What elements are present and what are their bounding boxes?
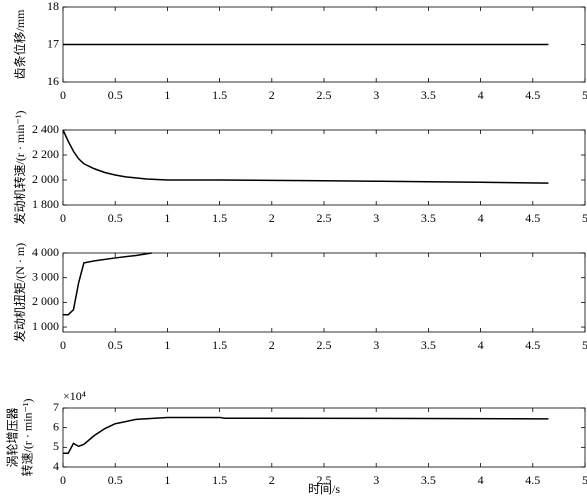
- y-tick-label: 7: [53, 400, 59, 414]
- y-axis-label: 发动机转速/(r · min⁻¹): [12, 111, 27, 225]
- x-tick-label: 2: [269, 338, 275, 352]
- x-tick-label: 4: [478, 88, 484, 102]
- x-tick-label: 5: [582, 338, 587, 352]
- x-tick-label: 5: [582, 473, 587, 487]
- x-tick-label: 3: [373, 88, 379, 102]
- x-tick-label: 3.5: [421, 338, 436, 352]
- x-tick-label: 3: [373, 338, 379, 352]
- x-tick-label: 4: [478, 338, 484, 352]
- x-tick-label: 0.5: [108, 88, 123, 102]
- x-tick-label: 3.5: [421, 88, 436, 102]
- y-tick-label: 4: [53, 459, 59, 473]
- x-tick-label: 1.5: [212, 88, 227, 102]
- y-tick-label: 2 200: [32, 147, 59, 161]
- y-tick-label: 18: [47, 0, 59, 13]
- x-tick-label: 1: [164, 88, 170, 102]
- x-tick-label: 1.5: [212, 211, 227, 225]
- axis-multiplier: ×10⁴: [63, 389, 86, 403]
- x-tick-label: 2.5: [317, 88, 332, 102]
- y-tick-label: 2 400: [32, 122, 59, 136]
- line: [63, 252, 152, 316]
- x-tick-label: 4.5: [525, 88, 540, 102]
- x-tick-label: 4.5: [525, 473, 540, 487]
- y-axis-label: 涡轮增压器: [5, 407, 19, 467]
- y-tick-label: 5: [53, 439, 59, 453]
- y-tick-label: 1 000: [32, 319, 59, 333]
- y-axis-label: 齿条位移/mm: [12, 9, 27, 80]
- x-tick-label: 0.5: [108, 211, 123, 225]
- y-tick-label: 16: [47, 74, 59, 88]
- y-tick-label: 4 000: [32, 245, 59, 259]
- x-tick-label: 3.5: [421, 473, 436, 487]
- line: [63, 416, 549, 454]
- x-tick-label: 2: [269, 211, 275, 225]
- x-tick-label: 2: [269, 473, 275, 487]
- y-tick-label: 2 000: [32, 172, 59, 186]
- x-tick-label: 2: [269, 88, 275, 102]
- x-tick-label: 0.5: [108, 338, 123, 352]
- y-axis-label: 转速/(r · min⁻¹): [19, 399, 34, 477]
- x-tick-label: 1: [164, 473, 170, 487]
- x-tick-label: 3: [373, 473, 379, 487]
- line: [62, 129, 549, 184]
- x-tick-label: 5: [582, 211, 587, 225]
- x-tick-label: 4.5: [525, 338, 540, 352]
- x-tick-label: 1: [164, 338, 170, 352]
- x-tick-label: 2.5: [317, 473, 332, 487]
- x-tick-label: 0: [60, 211, 66, 225]
- x-tick-label: 0: [60, 473, 66, 487]
- x-tick-label: 0: [60, 88, 66, 102]
- x-tick-label: 2.5: [317, 211, 332, 225]
- y-tick-label: 17: [47, 36, 59, 50]
- y-axis-label: 发动机扭矩/(N · m): [12, 243, 27, 342]
- x-axis-label: 时间/s: [308, 482, 340, 496]
- x-tick-label: 3.5: [421, 211, 436, 225]
- y-tick-label: 3 000: [32, 269, 59, 283]
- x-tick-label: 4: [478, 473, 484, 487]
- axes-box: [62, 129, 586, 206]
- y-tick-label: 2 000: [32, 294, 59, 308]
- x-tick-label: 3: [373, 211, 379, 225]
- x-tick-label: 0.5: [108, 473, 123, 487]
- y-tick-label: 6: [53, 419, 59, 433]
- x-tick-label: 4: [478, 211, 484, 225]
- y-tick-label: 1 800: [32, 197, 59, 211]
- axes-box: [62, 252, 586, 333]
- x-tick-label: 2.5: [317, 338, 332, 352]
- x-tick-label: 0: [60, 338, 66, 352]
- x-tick-label: 4.5: [525, 211, 540, 225]
- x-tick-label: 1.5: [212, 473, 227, 487]
- x-tick-label: 1: [164, 211, 170, 225]
- x-tick-label: 1.5: [212, 338, 227, 352]
- x-tick-label: 5: [582, 88, 587, 102]
- axes-box: [62, 407, 586, 468]
